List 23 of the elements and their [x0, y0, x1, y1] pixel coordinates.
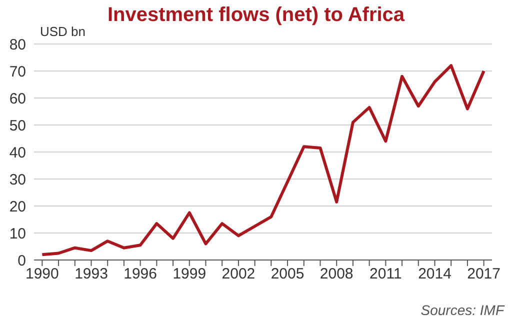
y-tick-label: 60 — [9, 90, 26, 108]
y-axis-title: USD bn — [40, 24, 86, 39]
y-tick-label: 70 — [9, 63, 26, 80]
x-tick-label: 2014 — [418, 266, 452, 283]
x-tick-label: 2017 — [467, 266, 501, 283]
x-tick-label: 1993 — [74, 266, 108, 283]
x-tick-label: 2005 — [270, 266, 304, 283]
chart-title: Investment flows (net) to Africa — [107, 4, 405, 26]
y-tick-label: 10 — [9, 225, 26, 242]
line-series — [40, 64, 486, 256]
x-tick-label: 2011 — [370, 266, 402, 283]
y-tick-label: 50 — [9, 117, 26, 134]
y-tick-label: 40 — [9, 144, 26, 162]
x-tick-label: 1999 — [172, 266, 206, 283]
x-tick-label: 2002 — [222, 266, 256, 283]
y-tick-label: 80 — [9, 36, 26, 54]
x-tick-label: 1996 — [124, 266, 158, 283]
x-tick-label: 1990 — [25, 266, 59, 283]
y-tick-label: 20 — [9, 198, 26, 216]
y-tick-label: 30 — [9, 171, 26, 188]
source-note: Sources: IMF — [420, 302, 504, 318]
x-tick-label: 2008 — [320, 266, 354, 283]
y-tick-label: 0 — [18, 252, 26, 270]
